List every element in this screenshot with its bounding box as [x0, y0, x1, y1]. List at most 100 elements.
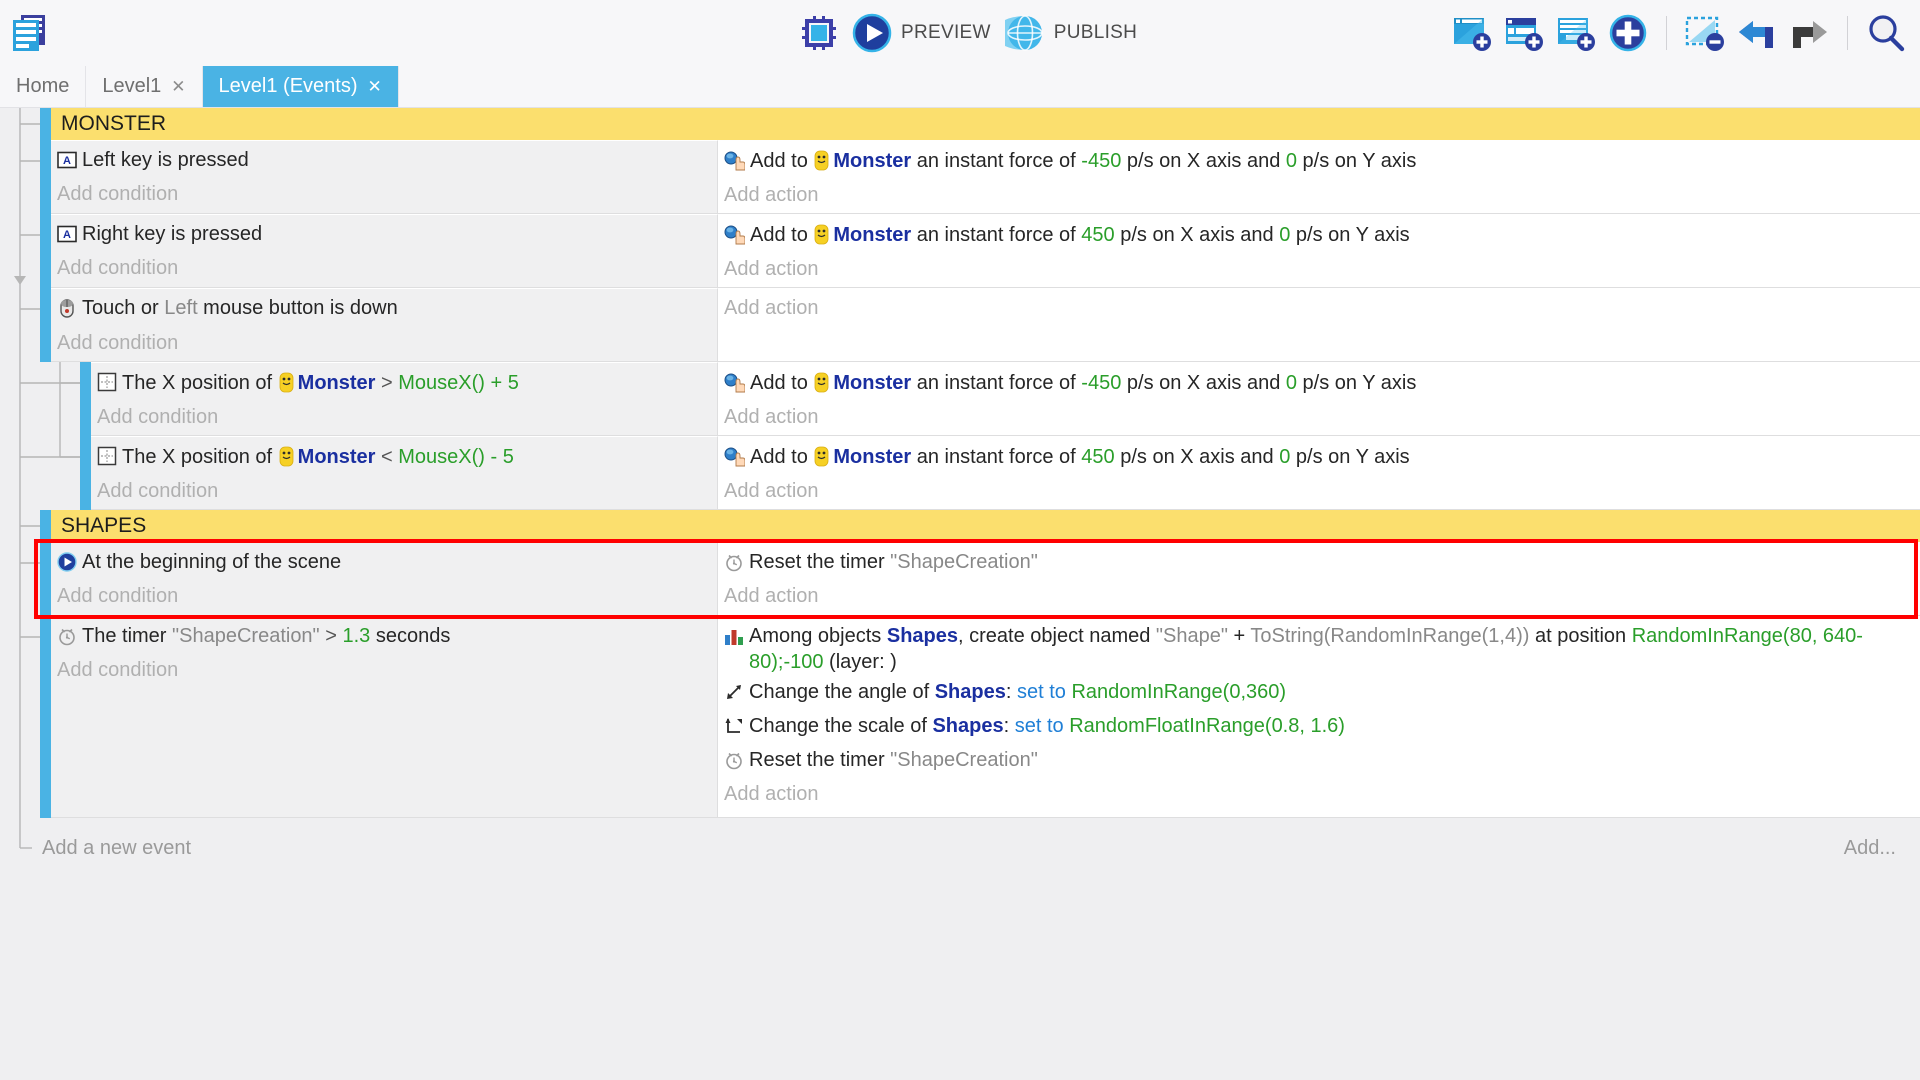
action-line[interactable]: Add to Monster an instant force of -450 … — [718, 145, 1920, 180]
add-condition-button[interactable]: Add condition — [57, 332, 179, 354]
undo-button[interactable] — [1737, 15, 1777, 51]
event-drag-handle[interactable] — [40, 108, 51, 140]
event-drag-handle[interactable] — [80, 436, 91, 510]
actions-column[interactable]: Add action — [718, 288, 1920, 362]
remove-layout-button[interactable] — [1685, 13, 1725, 53]
toolbar-center-group: PREVIEW PUBLISH — [800, 0, 1137, 66]
event-row[interactable]: A Right key is pressed Add condition Add t… — [0, 214, 1920, 288]
action-line[interactable]: The timer "ShapeCreation" > 1.3 seconds — [51, 621, 717, 655]
add-action-button[interactable]: Add action — [724, 585, 819, 607]
statement-token: : — [1005, 681, 1017, 703]
add-external-events-button[interactable] — [1556, 13, 1596, 53]
tab-home[interactable]: Home — [0, 66, 87, 107]
app-logo-button[interactable] — [0, 12, 50, 54]
action-line[interactable]: Reset the timer "ShapeCreation" — [718, 745, 1920, 779]
event-drag-handle[interactable] — [40, 510, 51, 542]
event-drag-handle[interactable] — [40, 140, 51, 214]
event-row[interactable]: The X position of Monster > MouseX() + 5… — [0, 362, 1920, 436]
preview-button[interactable]: PREVIEW — [852, 13, 991, 53]
actions-column[interactable]: Reset the timer "ShapeCreation" Add actio… — [718, 542, 1920, 616]
tab-level1[interactable]: Level1 ✕ — [86, 66, 203, 107]
event-group-row[interactable]: MONSTER — [0, 108, 1920, 140]
statement-token: mouse button is down — [197, 297, 398, 319]
statement-token: p/s on X axis and — [1121, 150, 1286, 172]
statement-token: "ShapeCreation" — [890, 551, 1038, 573]
group-title: MONSTER — [51, 108, 1920, 140]
event-drag-handle[interactable] — [80, 362, 91, 436]
add-plus-button[interactable] — [1608, 13, 1648, 53]
conditions-column[interactable]: A Right key is pressed Add condition — [51, 214, 718, 288]
add-action-button[interactable]: Add action — [724, 184, 819, 206]
conditions-column[interactable]: The timer "ShapeCreation" > 1.3 seconds A… — [51, 616, 718, 818]
add-condition-button[interactable]: Add condition — [57, 585, 179, 607]
close-icon[interactable]: ✕ — [171, 76, 186, 96]
toolbar-divider-1 — [1666, 16, 1667, 50]
event-drag-handle[interactable] — [40, 542, 51, 616]
conditions-column[interactable]: At the beginning of the scene Add conditi… — [51, 542, 718, 616]
event-group-row[interactable]: SHAPES — [0, 510, 1920, 542]
action-line[interactable]: Reset the timer "ShapeCreation" — [718, 547, 1920, 581]
statement-token: Monster — [833, 446, 912, 468]
action-line[interactable]: Change the scale of Shapes: set to Rando… — [718, 711, 1920, 745]
redo-button[interactable] — [1789, 15, 1829, 51]
redo-icon — [1789, 15, 1829, 51]
condition-line[interactable]: A Left key is pressed — [51, 145, 717, 179]
add-action-button[interactable]: Add action — [724, 297, 819, 319]
statement-token: RandomInRange(0,360) — [1065, 681, 1287, 703]
actions-column[interactable]: Add to Monster an instant force of -450 … — [718, 140, 1920, 214]
statement-token: 0 — [1279, 224, 1291, 246]
add-condition-button[interactable]: Add condition — [57, 183, 179, 205]
add-action-button[interactable]: Add action — [724, 258, 819, 280]
condition-line[interactable]: Touch or Left mouse button is down — [51, 293, 717, 328]
event-row[interactable]: Touch or Left mouse button is down Add co… — [0, 288, 1920, 362]
actions-column[interactable]: Among objects Shapes, create object name… — [718, 616, 1920, 818]
search-button[interactable] — [1866, 13, 1906, 53]
events-sheet[interactable]: MONSTER A Left key is pressed Add conditio… — [0, 108, 1920, 1080]
add-scene-button[interactable] — [1452, 13, 1492, 53]
actions-column[interactable]: Add to Monster an instant force of -450 … — [718, 362, 1920, 436]
timer-icon — [724, 552, 744, 579]
publish-button[interactable]: PUBLISH — [1004, 13, 1137, 53]
action-line[interactable]: Add to Monster an instant force of 450 p… — [718, 441, 1920, 476]
event-row[interactable]: At the beginning of the scene Add conditi… — [0, 542, 1920, 616]
monster-sprite-icon — [813, 372, 830, 400]
statement-token: Monster — [833, 224, 912, 246]
add-condition-button[interactable]: Add condition — [57, 257, 179, 279]
conditions-column[interactable]: A Left key is pressed Add condition — [51, 140, 718, 214]
add-condition-button[interactable]: Add condition — [97, 480, 219, 502]
add-external-layout-button[interactable] — [1504, 13, 1544, 53]
action-line[interactable]: Add to Monster an instant force of 450 p… — [718, 219, 1920, 254]
statement-token: "ShapeCreation" — [172, 625, 320, 647]
event-row[interactable]: The X position of Monster < MouseX() - 5… — [0, 436, 1920, 510]
action-line[interactable]: Among objects Shapes, create object name… — [718, 621, 1920, 677]
add-action-button[interactable]: Add action — [724, 406, 819, 428]
add-action-button[interactable]: Add action — [724, 783, 819, 805]
condition-line[interactable]: At the beginning of the scene — [51, 547, 717, 581]
add-new-event-button[interactable]: Add a new event — [42, 836, 191, 859]
action-line[interactable]: Add to Monster an instant force of -450 … — [718, 367, 1920, 402]
conditions-column[interactable]: Touch or Left mouse button is down Add co… — [51, 288, 718, 362]
conditions-column[interactable]: The X position of Monster < MouseX() - 5… — [91, 436, 718, 510]
condition-line[interactable]: The X position of Monster < MouseX() - 5 — [91, 441, 717, 476]
statement-token: Right — [82, 223, 135, 245]
close-icon[interactable]: ✕ — [367, 76, 382, 96]
statement-text: Change the scale of Shapes: set to Rando… — [749, 713, 1345, 739]
action-line[interactable]: Change the angle of Shapes: set to Rando… — [718, 677, 1920, 711]
conditions-column[interactable]: The X position of Monster > MouseX() + 5… — [91, 362, 718, 436]
event-row[interactable]: The timer "ShapeCreation" > 1.3 seconds A… — [0, 616, 1920, 818]
add-condition-button[interactable]: Add condition — [57, 659, 179, 681]
condition-line[interactable]: The X position of Monster > MouseX() + 5 — [91, 367, 717, 402]
actions-column[interactable]: Add to Monster an instant force of 450 p… — [718, 214, 1920, 288]
add-action-button[interactable]: Add action — [724, 480, 819, 502]
add-ellipsis-button[interactable]: Add... — [1843, 836, 1896, 859]
event-drag-handle[interactable] — [40, 214, 51, 288]
actions-column[interactable]: Add to Monster an instant force of 450 p… — [718, 436, 1920, 510]
add-condition-button[interactable]: Add condition — [97, 406, 219, 428]
event-drag-handle[interactable] — [40, 288, 51, 362]
globe-icon — [1004, 13, 1045, 53]
debugger-button[interactable] — [800, 14, 838, 52]
event-drag-handle[interactable] — [40, 616, 51, 818]
tab-level1-events[interactable]: Level1 (Events) ✕ — [202, 66, 399, 107]
event-row[interactable]: A Left key is pressed Add condition Add to… — [0, 140, 1920, 214]
condition-line[interactable]: A Right key is pressed — [51, 219, 717, 253]
